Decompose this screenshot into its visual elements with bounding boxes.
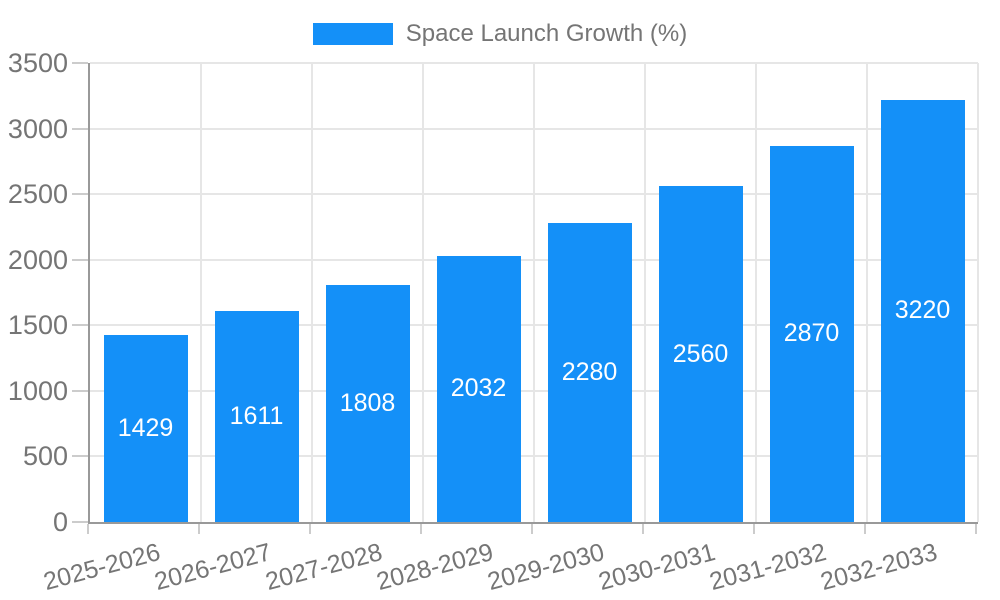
x-tick-mark xyxy=(309,524,311,534)
legend: Space Launch Growth (%) xyxy=(0,20,1000,48)
v-gridline xyxy=(422,63,424,522)
y-tick-mark xyxy=(72,193,88,196)
y-tick-mark xyxy=(72,324,88,327)
bar: 2560 xyxy=(658,186,743,522)
y-tick-label: 500 xyxy=(22,441,68,472)
bar: 2870 xyxy=(769,145,854,522)
bar: 2032 xyxy=(436,255,521,522)
x-tick-mark xyxy=(864,524,866,534)
y-tick-mark xyxy=(72,127,88,130)
y-tick-mark xyxy=(72,455,88,458)
y-tick-label: 3500 xyxy=(7,48,68,78)
bar: 1611 xyxy=(214,310,299,522)
x-tick-mark xyxy=(642,524,644,534)
y-tick-mark xyxy=(72,521,88,523)
v-gridline xyxy=(644,63,646,522)
legend-swatch xyxy=(312,23,393,45)
v-gridline xyxy=(755,63,757,522)
bar: 1808 xyxy=(325,284,410,522)
y-tick-label: 1500 xyxy=(7,310,68,341)
x-tick-mark xyxy=(975,524,977,534)
y-tick-label: 1000 xyxy=(7,375,68,406)
x-tick-mark xyxy=(198,524,200,534)
y-tick-label: 3000 xyxy=(7,113,68,144)
bar-value-label: 2280 xyxy=(561,358,618,386)
bar-value-label: 1808 xyxy=(339,388,396,417)
bar: 1429 xyxy=(103,334,188,522)
y-tick-mark xyxy=(72,389,88,392)
v-gridline xyxy=(977,63,979,522)
bar-value-label: 3220 xyxy=(894,296,951,325)
bar-value-label: 2032 xyxy=(450,374,507,403)
bar-value-label: 2560 xyxy=(672,339,729,368)
v-gridline xyxy=(533,63,535,522)
bar: 3220 xyxy=(880,99,965,522)
x-tick-mark xyxy=(87,524,89,534)
bar-value-label: 1611 xyxy=(229,401,284,430)
bar-value-label: 2870 xyxy=(783,319,840,348)
y-tick-mark xyxy=(72,62,88,64)
y-tick-label: 2500 xyxy=(7,179,68,210)
plot-area: 1429 1611 1808 2032 2280 2560 2870 3220 xyxy=(88,62,979,524)
x-tick-mark xyxy=(531,524,533,534)
legend-label: Space Launch Growth (%) xyxy=(405,20,688,47)
x-tick-mark xyxy=(753,524,755,534)
y-tick-label: 2000 xyxy=(7,244,68,275)
y-tick-mark xyxy=(72,258,88,261)
v-gridline xyxy=(200,63,202,522)
v-gridline xyxy=(866,63,868,522)
bar-value-label: 1429 xyxy=(117,413,174,442)
bar: 2280 xyxy=(547,223,632,522)
y-tick-label: 0 xyxy=(52,507,68,537)
x-tick-mark xyxy=(420,524,422,534)
v-gridline xyxy=(311,63,313,522)
